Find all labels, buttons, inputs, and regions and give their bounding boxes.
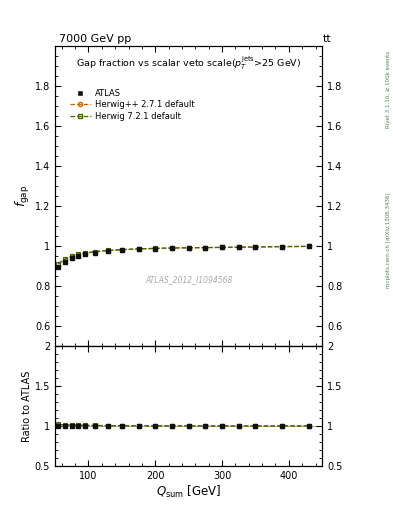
Text: Gap fraction vs scalar veto scale($p_T^\mathrm{jets}$>25 GeV): Gap fraction vs scalar veto scale($p_T^\… xyxy=(76,55,301,72)
Text: 7000 GeV pp: 7000 GeV pp xyxy=(59,33,131,44)
Text: Rivet 3.1.10, ≥ 100k events: Rivet 3.1.10, ≥ 100k events xyxy=(386,51,391,128)
Y-axis label: Ratio to ATLAS: Ratio to ATLAS xyxy=(22,370,32,442)
Text: ATLAS_2012_I1094568: ATLAS_2012_I1094568 xyxy=(145,275,232,285)
Text: mcplots.cern.ch [arXiv:1306.3436]: mcplots.cern.ch [arXiv:1306.3436] xyxy=(386,193,391,288)
Text: tt: tt xyxy=(323,33,331,44)
Y-axis label: $f_\mathrm{gap}$: $f_\mathrm{gap}$ xyxy=(14,185,32,207)
X-axis label: $Q_\mathrm{sum}$ [GeV]: $Q_\mathrm{sum}$ [GeV] xyxy=(156,483,221,500)
Legend: ATLAS, Herwig++ 2.7.1 default, Herwig 7.2.1 default: ATLAS, Herwig++ 2.7.1 default, Herwig 7.… xyxy=(67,86,197,123)
